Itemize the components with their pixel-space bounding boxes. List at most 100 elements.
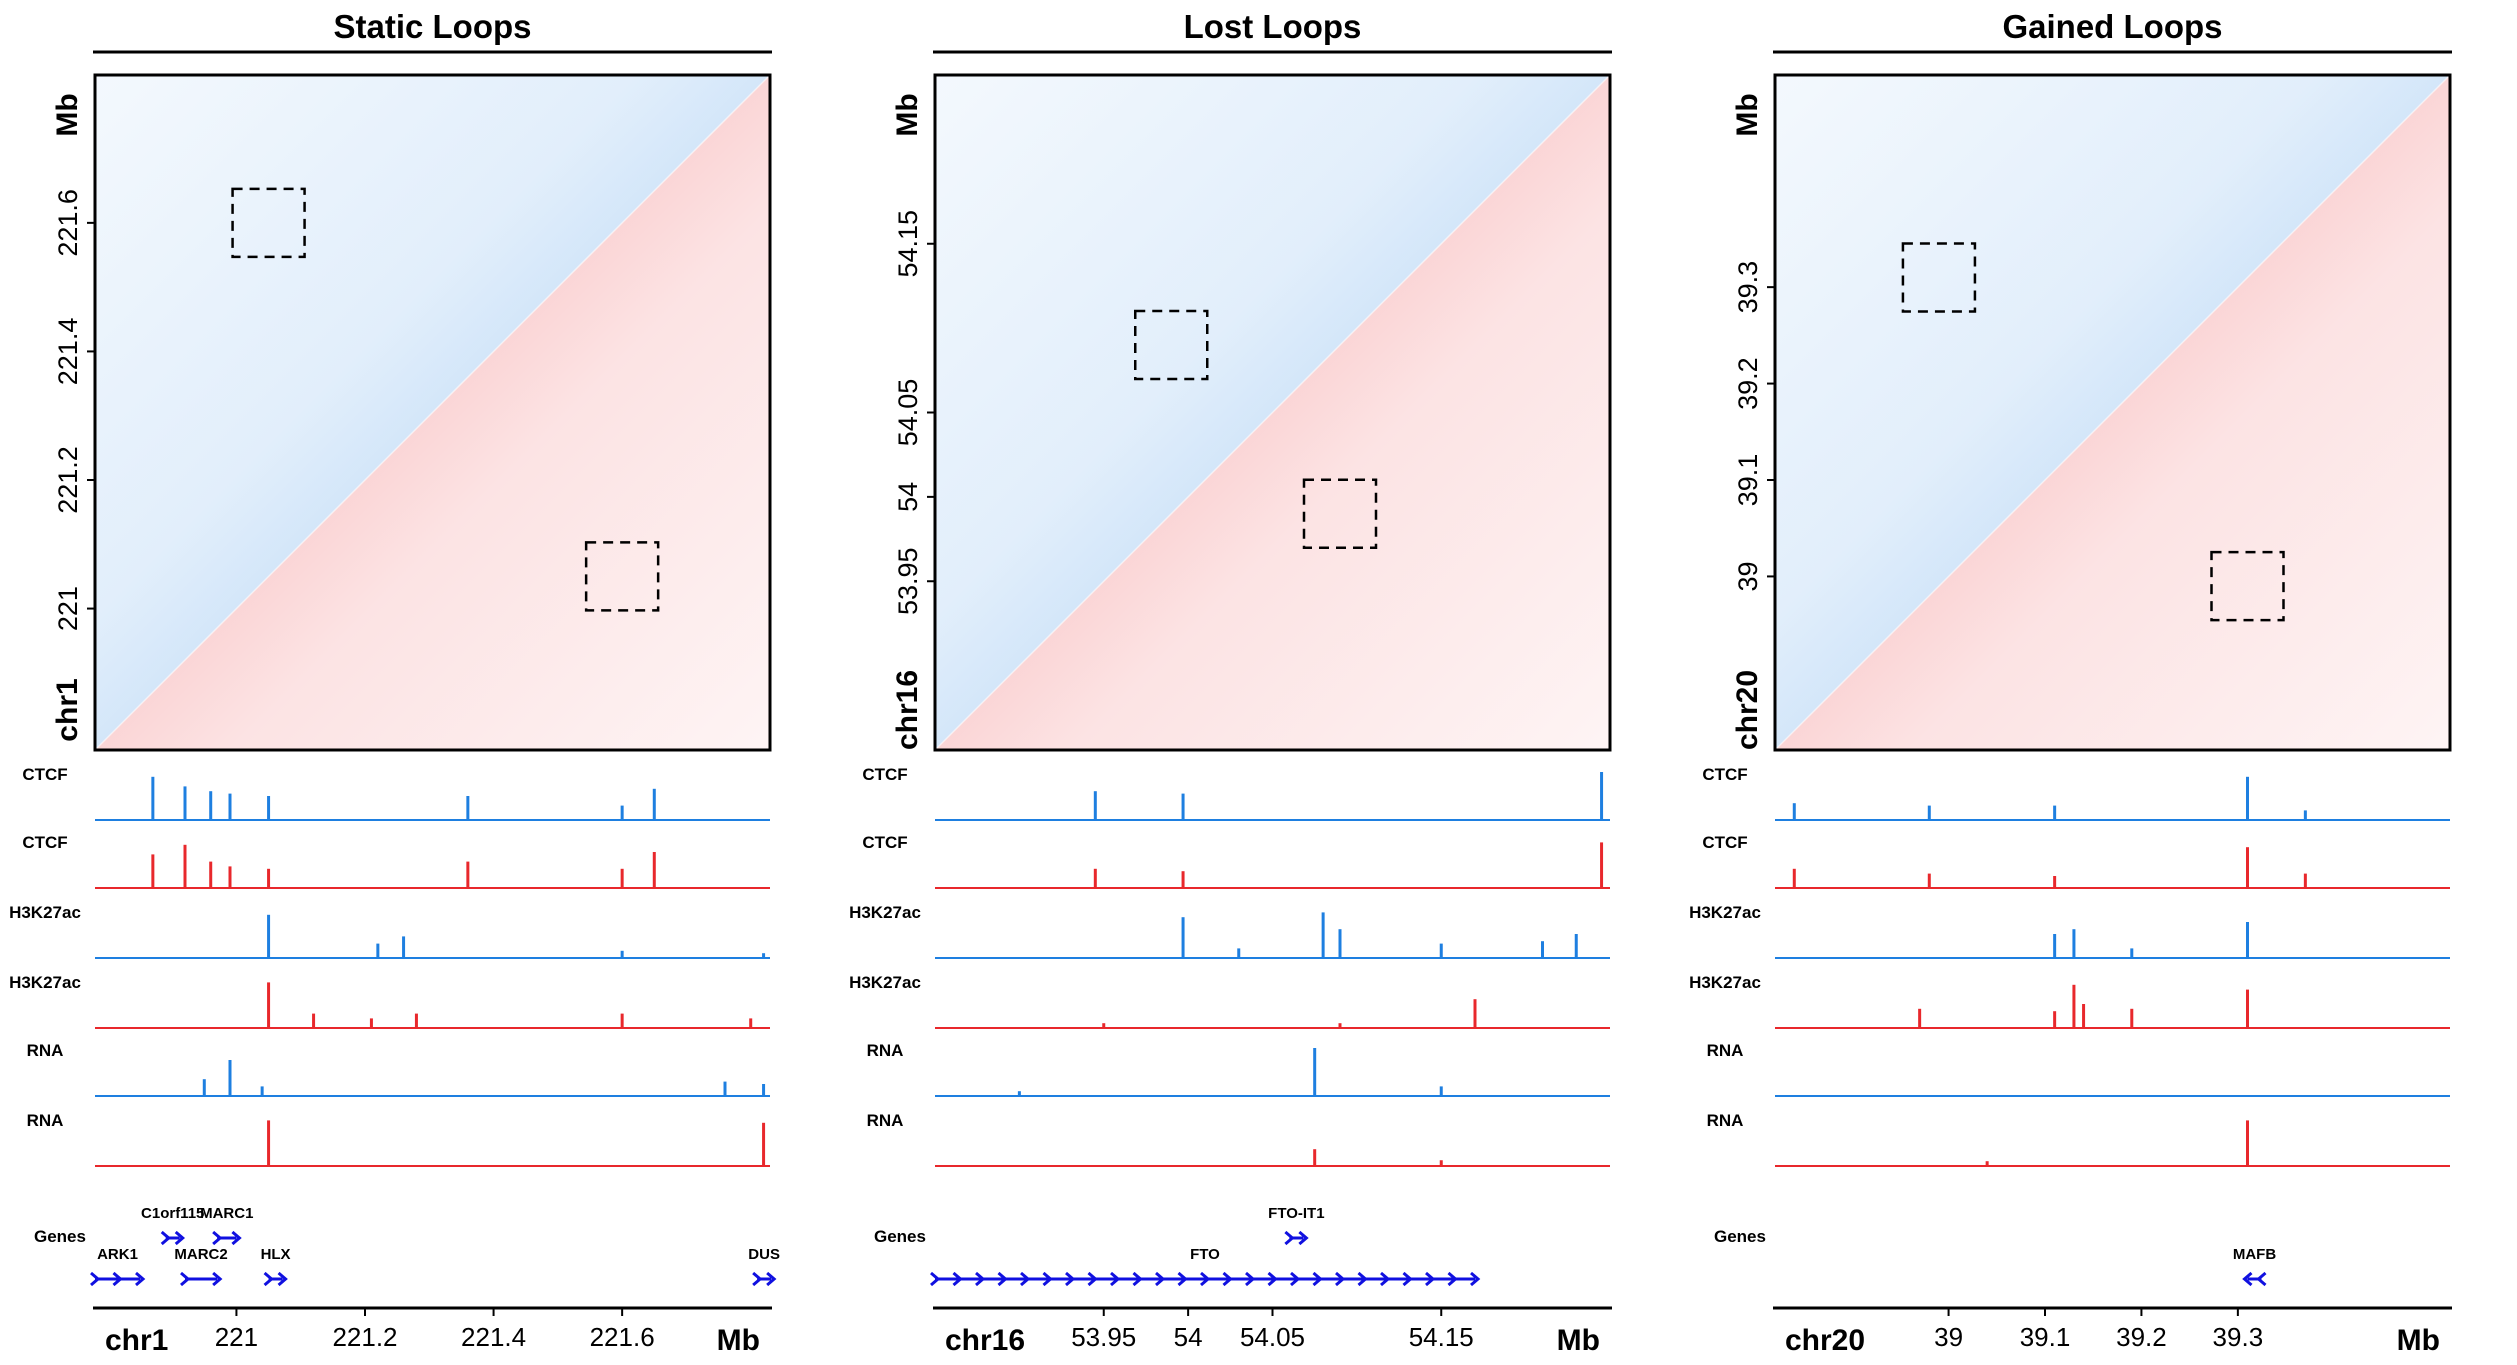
x-axis-chrom: chr1 (105, 1324, 168, 1357)
x-tick-label: 39 (1934, 1322, 1963, 1352)
gene-strand-arrow (975, 1271, 986, 1287)
track-peak (2303, 873, 2307, 888)
track-label: CTCF (22, 833, 67, 852)
x-tick-label: 39.1 (2020, 1322, 2071, 1352)
gene-strand-arrow (1267, 1271, 1278, 1287)
track-label: RNA (27, 1041, 64, 1060)
panel-chr20: Gained Loops 39 39.1 39.2 39.3 Mb chr20 CTCF CTC… (1689, 8, 2452, 1357)
track-peak (2072, 929, 2076, 958)
x-tick-label: 54.05 (1240, 1322, 1305, 1352)
gene-strand-arrow (1425, 1271, 1436, 1287)
track-peak (1473, 999, 1477, 1028)
gene-strand-arrow (212, 1271, 223, 1287)
track-peak (620, 1013, 624, 1028)
track-peak (1313, 1149, 1317, 1166)
x-axis-unit: Mb (1557, 1324, 1600, 1357)
gene-marc1: MARC1 (200, 1205, 253, 1246)
genes-label: Genes (874, 1227, 926, 1246)
track-peak (1600, 842, 1604, 888)
track-peak (2246, 989, 2249, 1028)
panel-title: Lost Loops (1184, 8, 1362, 45)
track-peak (267, 914, 271, 958)
panel-title: Gained Loops (2002, 8, 2222, 45)
track-peak (369, 1018, 373, 1028)
gene-strand-arrow (2256, 1271, 2267, 1287)
track-peak (1600, 772, 1604, 820)
y-tick-label: 54 (893, 482, 923, 512)
track-label: CTCF (1702, 833, 1747, 852)
y-axis-chrom: chr1 (51, 678, 84, 741)
gene-name: FTO (1190, 1246, 1220, 1263)
gene-strand-arrow (1290, 1271, 1301, 1287)
gene-strand-arrow (1245, 1271, 1256, 1287)
y-tick-label: 221.2 (53, 446, 83, 514)
track-peak (1792, 868, 1796, 888)
genes-label: Genes (1714, 1227, 1766, 1246)
y-axis-unit: Mb (891, 93, 924, 136)
heatmap-frame (1773, 73, 2452, 752)
y-axis-unit: Mb (1731, 93, 1764, 136)
x-tick-label: 221.2 (332, 1322, 397, 1352)
track-peak (2246, 847, 2249, 888)
gene-strand-arrow (1155, 1271, 1166, 1287)
loop-box-upper (1134, 309, 1209, 381)
y-tick-label: 39 (1733, 561, 1763, 591)
track-peak (151, 776, 155, 820)
gene-strand-arrow (766, 1271, 777, 1287)
gene-name: C1orf115 (141, 1205, 204, 1222)
gene-name: FTO-IT1 (1268, 1205, 1324, 1222)
track-label: RNA (867, 1041, 904, 1060)
track-peak (1338, 929, 1342, 958)
track-peak (183, 844, 187, 888)
loop-box-upper (1901, 242, 1977, 313)
loop-box-upper (231, 187, 306, 259)
track-peak (652, 788, 656, 820)
track-peak (1792, 803, 1796, 820)
y-tick-label: 54.05 (893, 379, 923, 447)
x-tick-label: 54 (1174, 1322, 1203, 1352)
track-peak (620, 950, 624, 958)
track-peak (202, 1079, 206, 1096)
track-label: H3K27ac (849, 973, 921, 992)
x-tick-label: 221.6 (590, 1322, 655, 1352)
track-peak (762, 1084, 766, 1096)
track-peak (466, 861, 470, 888)
gene-strand-arrow (1312, 1271, 1323, 1287)
genes-label: Genes (34, 1227, 86, 1246)
panel-chr16: Lost Loops 53.95 54 54.05 54.15 Mb chr16 CTCF CT… (849, 8, 1612, 1357)
track-peak (402, 936, 406, 958)
track-label: H3K27ac (849, 903, 921, 922)
heatmap-frame (93, 73, 772, 752)
track-peak (1918, 1008, 1922, 1028)
track-peak (1321, 912, 1325, 958)
track-peak (1439, 943, 1443, 958)
track-peak (267, 796, 271, 820)
y-axis-unit: Mb (51, 93, 84, 136)
x-axis-chrom: chr20 (1785, 1324, 1865, 1357)
track-peak (1985, 1161, 1989, 1166)
gene-strand-arrow (1110, 1271, 1121, 1287)
track-peak (652, 852, 656, 888)
track-peak (228, 793, 232, 820)
track-peak (620, 868, 624, 888)
gene-strand-arrow (277, 1271, 288, 1287)
track-peak (2072, 984, 2076, 1028)
gene-strand-arrow (135, 1271, 146, 1287)
track-peak (1181, 917, 1185, 958)
gene-strand-arrow (263, 1271, 274, 1287)
y-tick-label: 54.15 (893, 210, 923, 278)
track-peak (762, 1122, 766, 1166)
track-peak (1237, 948, 1241, 958)
track-peak (1093, 868, 1097, 888)
track-label: H3K27ac (9, 903, 81, 922)
track-peak (1338, 1023, 1342, 1028)
track-peak (1017, 1091, 1021, 1096)
x-tick-label: 39.3 (2213, 1322, 2264, 1352)
gene-strand-arrow (1335, 1271, 1346, 1287)
track-label: RNA (1707, 1111, 1744, 1130)
y-tick-label: 221 (53, 586, 83, 631)
track-peak (376, 943, 380, 958)
gene-strand-arrow (1380, 1271, 1391, 1287)
loop-box-lower (584, 541, 660, 612)
